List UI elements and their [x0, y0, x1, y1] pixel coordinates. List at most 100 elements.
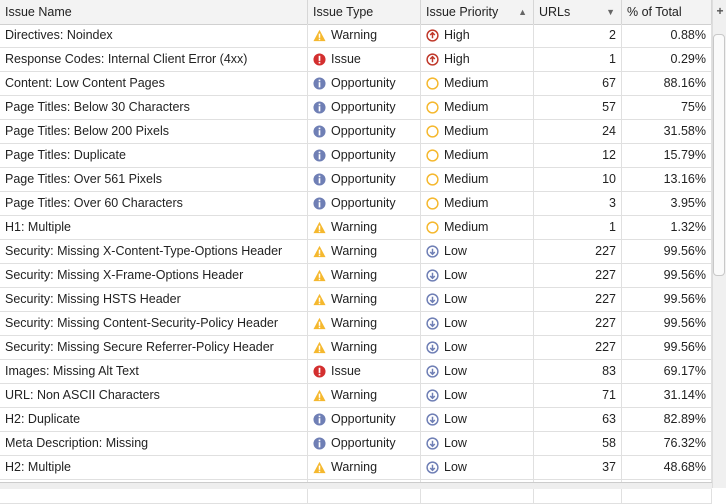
- url-count: 10: [534, 168, 622, 191]
- issue-type-label: Opportunity: [331, 148, 396, 162]
- table-row[interactable]: Security: Missing Content-Security-Polic…: [0, 312, 712, 336]
- col-issue-type[interactable]: Issue Type: [308, 0, 421, 24]
- url-count: 24: [534, 120, 622, 143]
- issue-priority: Low: [421, 456, 534, 479]
- col-issue-priority[interactable]: Issue Priority ▲: [421, 0, 534, 24]
- table-row[interactable]: H1: Multiple Warning Medium 1 1.32%: [0, 216, 712, 240]
- issue-type: Opportunity: [308, 120, 421, 143]
- priority-label: Low: [444, 244, 467, 258]
- issue-priority: Low: [421, 264, 534, 287]
- issue-name: URL: Non ASCII Characters: [0, 384, 308, 407]
- circle-icon: [426, 77, 439, 90]
- table-row[interactable]: Images: Missing Alt Text Issue Low 83 69…: [0, 360, 712, 384]
- circle-icon: [426, 149, 439, 162]
- issue-type-label: Warning: [331, 220, 378, 234]
- url-count: 63: [534, 408, 622, 431]
- scrollbar-thumb[interactable]: [713, 34, 725, 276]
- col-percent-total[interactable]: % of Total: [622, 0, 712, 24]
- warning-icon: [313, 245, 326, 258]
- issue-type-label: Warning: [331, 340, 378, 354]
- issue-name: Directives: Noindex: [0, 24, 308, 47]
- percent-total: 31.58%: [622, 120, 712, 143]
- table-row[interactable]: Directives: Noindex Warning High 2 0.88%: [0, 24, 712, 48]
- issue-type: Opportunity: [308, 168, 421, 191]
- table-row[interactable]: Page Titles: Below 200 Pixels Opportunit…: [0, 120, 712, 144]
- horizontal-scrollbar[interactable]: [0, 482, 712, 489]
- arrow-up-circle-icon: [426, 53, 439, 66]
- priority-label: Medium: [444, 100, 489, 114]
- url-count: 227: [534, 264, 622, 287]
- warning-icon: [313, 341, 326, 354]
- warning-icon: [313, 461, 326, 474]
- warning-icon: [313, 269, 326, 282]
- issue-type: Opportunity: [308, 72, 421, 95]
- table-row[interactable]: Security: Missing X-Frame-Options Header…: [0, 264, 712, 288]
- sort-desc-icon: ▼: [606, 7, 615, 17]
- table-row[interactable]: Page Titles: Below 30 Characters Opportu…: [0, 96, 712, 120]
- url-count: 1: [534, 48, 622, 71]
- percent-total: 48.68%: [622, 456, 712, 479]
- issue-name: Security: Missing Content-Security-Polic…: [0, 312, 308, 335]
- url-count: 67: [534, 72, 622, 95]
- issue-name: H2: Duplicate: [0, 408, 308, 431]
- issue-type: Warning: [308, 336, 421, 359]
- priority-label: Low: [444, 292, 467, 306]
- issue-name: Security: Missing X-Content-Type-Options…: [0, 240, 308, 263]
- circle-icon: [426, 101, 439, 114]
- issue-type: Warning: [308, 240, 421, 263]
- add-column-icon[interactable]: +: [716, 4, 724, 18]
- priority-label: Low: [444, 436, 467, 450]
- issue-type-label: Opportunity: [331, 76, 396, 90]
- table-row[interactable]: Page Titles: Over 561 Pixels Opportunity…: [0, 168, 712, 192]
- issue-type-label: Warning: [331, 28, 378, 42]
- priority-label: Medium: [444, 196, 489, 210]
- table-row[interactable]: H2: Duplicate Opportunity Low 63 82.89%: [0, 408, 712, 432]
- issue-type: Issue: [308, 48, 421, 71]
- priority-label: Low: [444, 268, 467, 282]
- issue-priority: High: [421, 48, 534, 71]
- issue-priority: Medium: [421, 96, 534, 119]
- priority-label: Medium: [444, 124, 489, 138]
- circle-icon: [426, 197, 439, 210]
- table-row[interactable]: URL: Non ASCII Characters Warning Low 71…: [0, 384, 712, 408]
- issue-type: Warning: [308, 288, 421, 311]
- issue-priority: Low: [421, 360, 534, 383]
- table-row[interactable]: Security: Missing Secure Referrer-Policy…: [0, 336, 712, 360]
- col-issue-name[interactable]: Issue Name: [0, 0, 308, 24]
- percent-total: 82.89%: [622, 408, 712, 431]
- issue-type: Warning: [308, 264, 421, 287]
- table-row[interactable]: Page Titles: Over 60 Characters Opportun…: [0, 192, 712, 216]
- col-urls[interactable]: URLs ▼: [534, 0, 622, 24]
- url-count: 227: [534, 312, 622, 335]
- issue-priority: Medium: [421, 192, 534, 215]
- circle-icon: [426, 173, 439, 186]
- issue-name: H1: Multiple: [0, 216, 308, 239]
- table-row[interactable]: Response Codes: Internal Client Error (4…: [0, 48, 712, 72]
- table-row[interactable]: Content: Low Content Pages Opportunity M…: [0, 72, 712, 96]
- url-count: 83: [534, 360, 622, 383]
- table-row[interactable]: Security: Missing HSTS Header Warning Lo…: [0, 288, 712, 312]
- issue-priority: Medium: [421, 120, 534, 143]
- issue-priority: Low: [421, 312, 534, 335]
- issue-type: Warning: [308, 456, 421, 479]
- info-icon: [313, 437, 326, 450]
- issue-name: Content: Low Content Pages: [0, 72, 308, 95]
- issue-type-label: Opportunity: [331, 196, 396, 210]
- priority-label: Medium: [444, 172, 489, 186]
- issue-name: Security: Missing Secure Referrer-Policy…: [0, 336, 308, 359]
- info-icon: [313, 413, 326, 426]
- percent-total: 99.56%: [622, 240, 712, 263]
- table-row[interactable]: Security: Missing X-Content-Type-Options…: [0, 240, 712, 264]
- issue-type: Warning: [308, 384, 421, 407]
- table-row[interactable]: Meta Description: Missing Opportunity Lo…: [0, 432, 712, 456]
- issue-priority: Medium: [421, 216, 534, 239]
- issue-type-label: Warning: [331, 268, 378, 282]
- issue-priority: Low: [421, 288, 534, 311]
- issue-name: Page Titles: Over 60 Characters: [0, 192, 308, 215]
- table-row[interactable]: H2: Multiple Warning Low 37 48.68%: [0, 456, 712, 480]
- table-row[interactable]: Page Titles: Duplicate Opportunity Mediu…: [0, 144, 712, 168]
- issue-type: Issue: [308, 360, 421, 383]
- percent-total: 75%: [622, 96, 712, 119]
- issue-type-label: Opportunity: [331, 100, 396, 114]
- url-count: 58: [534, 432, 622, 455]
